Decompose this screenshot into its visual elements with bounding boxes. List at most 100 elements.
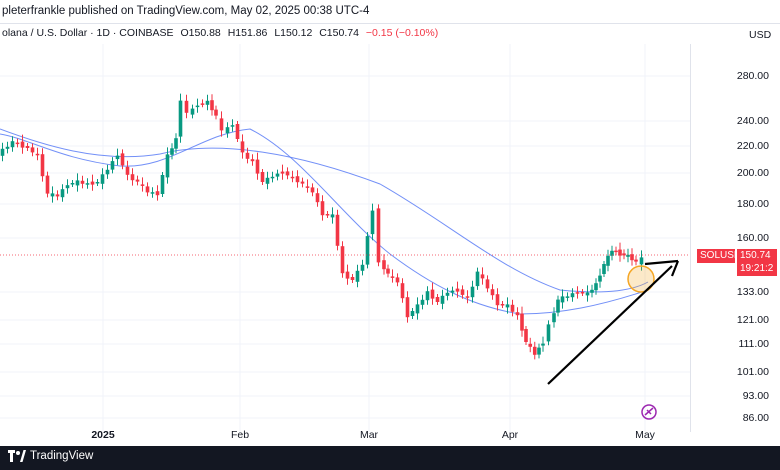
moving-average-line (0, 128, 649, 315)
candle-body (219, 118, 224, 131)
candle-body (626, 254, 630, 257)
candle-body (305, 186, 310, 188)
chart-plot-area[interactable] (0, 44, 690, 432)
candle-body (435, 297, 440, 302)
candle-body (110, 161, 115, 170)
candle-body (618, 249, 622, 256)
candle-body (465, 296, 470, 298)
candle-body (445, 292, 450, 296)
candle-body (55, 194, 60, 197)
candle-body (275, 173, 280, 177)
countdown-tag: 19:21:2 (737, 262, 777, 276)
candle-body (570, 293, 575, 298)
candle-body (315, 193, 320, 203)
candle-body (190, 108, 195, 115)
candle-body (340, 246, 345, 274)
candle-body (285, 171, 290, 176)
candle-body (270, 176, 275, 179)
candle-body (280, 171, 285, 174)
chart-settings-icon (641, 404, 657, 420)
candle-body (350, 277, 355, 280)
candle-body (556, 299, 560, 313)
candle-body (590, 289, 594, 293)
candle-body (135, 179, 140, 182)
candle-body (606, 255, 610, 266)
price-label: 160.00 (736, 232, 769, 244)
candle-body (420, 299, 425, 305)
candle-body (335, 214, 340, 246)
candle-body (310, 187, 315, 193)
candle-body (614, 250, 618, 253)
last-price-tag: 150.74 (737, 249, 777, 263)
candle-body (235, 124, 240, 139)
candle-body (410, 311, 415, 316)
tradingview-logo-icon (8, 450, 26, 462)
candle-body (546, 324, 551, 342)
candle-body (105, 169, 110, 175)
candle-body (40, 154, 45, 177)
candle-body (85, 183, 90, 185)
candle-body (490, 289, 495, 296)
price-label: 180.00 (736, 198, 769, 210)
ohlc-change: −0.15 (−0.10%) (365, 27, 439, 39)
candle-body (100, 174, 105, 184)
candle-body (15, 142, 20, 145)
brand-name: TradingView (30, 450, 94, 462)
candle-body (470, 286, 475, 298)
candle-body (515, 312, 520, 316)
price-label: 93.00 (742, 390, 769, 402)
candlestick-chart[interactable] (0, 44, 690, 432)
price-axis[interactable]: 280.00 240.00 220.00 200.00 180.00 160.0… (690, 44, 780, 432)
candle-body (214, 109, 218, 116)
candle-body (210, 100, 214, 111)
candle-body (541, 343, 545, 346)
candle-body (80, 180, 85, 184)
candle-body (30, 147, 35, 153)
candle-body (205, 100, 210, 105)
time-label: Apr (501, 429, 519, 441)
currency-label[interactable]: USD (749, 29, 772, 41)
candle-body (365, 236, 370, 265)
ohlc-low: L150.12 (274, 27, 313, 39)
time-label: Mar (359, 429, 379, 441)
candle-body (395, 277, 400, 283)
symbol-legend[interactable]: olana / U.S. Dollar · 1D · COINBASE O150… (2, 27, 438, 39)
price-label: 240.00 (736, 115, 769, 127)
candle-body (415, 304, 420, 314)
tradingview-brand[interactable]: TradingView (8, 450, 93, 462)
candle-body (165, 154, 170, 178)
candle-body (184, 100, 189, 113)
price-label: 280.00 (736, 70, 769, 82)
last-price-symbol-tag: SOLUSD (697, 249, 741, 263)
candle-body (460, 289, 465, 295)
candle-body (50, 193, 55, 197)
time-label: May (635, 429, 655, 441)
price-label: 200.00 (736, 167, 769, 179)
candle-body (630, 254, 634, 261)
candle-body (295, 176, 300, 183)
candle-body (634, 259, 638, 262)
top-bar: pleterfrankle published on TradingView.c… (0, 0, 780, 24)
candle-body (360, 264, 365, 271)
candle-body (10, 141, 15, 148)
candle-body (60, 189, 65, 198)
candle-body (70, 183, 75, 185)
candle-body (140, 184, 145, 186)
candle-body (90, 181, 95, 185)
candle-body (560, 296, 565, 303)
price-label: 101.00 (736, 366, 769, 378)
trend-arrow-head (644, 259, 679, 266)
price-label: 111.00 (738, 338, 769, 350)
candle-body (425, 291, 430, 301)
candle-body (95, 182, 100, 184)
candle-body (5, 146, 10, 149)
time-axis[interactable]: 2025 Feb Mar Apr May (0, 425, 780, 445)
candle-body (65, 185, 70, 189)
symbol-name[interactable]: olana / U.S. Dollar · 1D · COINBASE (2, 27, 174, 39)
candle-body (0, 148, 5, 156)
ohlc-close: C150.74 (319, 27, 359, 39)
candle-body (485, 279, 490, 289)
candle-body (386, 268, 390, 274)
candle-body (125, 166, 130, 175)
candle-body (475, 271, 480, 287)
